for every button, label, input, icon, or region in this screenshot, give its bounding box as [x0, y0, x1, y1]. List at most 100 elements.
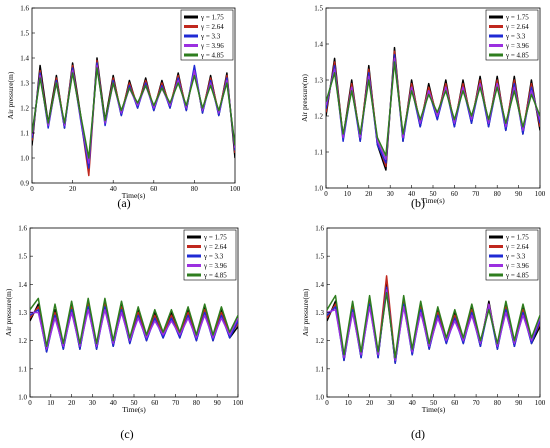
- x-tick-label: 0: [28, 399, 32, 407]
- x-tick-label: 50: [131, 399, 139, 407]
- legend-entry: γ = 3.96: [505, 42, 529, 50]
- x-tick-label: 60: [451, 190, 459, 198]
- x-tick-label: 80: [494, 190, 502, 198]
- y-tick-label: 1.4: [314, 41, 323, 49]
- legend-entry: γ = 4.85: [505, 272, 529, 280]
- x-axis-label: Time(s): [421, 196, 445, 205]
- x-tick-label: 70: [473, 399, 481, 407]
- y-axis-label: Air pressure(m): [4, 288, 13, 336]
- legend-entry: γ = 2.64: [505, 243, 529, 251]
- panel-label: (b): [411, 196, 425, 210]
- y-axis-label: Air pressure(m): [300, 74, 309, 122]
- y-tick-label: 1.5: [20, 30, 29, 38]
- legend-entry: γ = 3.96: [505, 262, 529, 270]
- y-tick-label: 1.1: [18, 365, 27, 373]
- x-tick-label: 30: [89, 399, 97, 407]
- x-tick-label: 100: [230, 185, 241, 193]
- legend-entry: γ = 2.64: [505, 23, 529, 31]
- x-tick-label: 40: [409, 399, 417, 407]
- chart-panel: 0 10 20 30 40 50 60 70 80 90 100 1.0 1.1 1.2 1.3 1.4 1.5…: [300, 5, 546, 211]
- x-tick-label: 90: [515, 190, 523, 198]
- legend-entry: γ = 4.85: [200, 52, 224, 60]
- y-tick-label: 1.6: [315, 225, 324, 233]
- y-tick-label: 1.4: [20, 55, 29, 63]
- y-tick-label: 1.3: [315, 309, 324, 317]
- legend-entry: γ = 3.3: [200, 33, 221, 41]
- x-axis-label: Time(s): [122, 405, 146, 414]
- x-tick-label: 80: [193, 399, 201, 407]
- y-tick-label: 0.9: [20, 180, 29, 188]
- y-tick-label: 1.1: [20, 130, 29, 138]
- x-tick-label: 80: [494, 399, 502, 407]
- legend-entry: γ = 3.3: [505, 33, 526, 41]
- y-tick-label: 1.1: [314, 149, 323, 157]
- y-tick-label: 1.4: [18, 281, 27, 289]
- y-tick-label: 1.5: [314, 5, 323, 13]
- chart-panel: 0 20 40 60 80 100 0.9 1.0 1.1 1.2 1.3 1.4 1.5 1.6 Time…: [6, 5, 241, 211]
- x-tick-label: 50: [430, 190, 438, 198]
- x-tick-label: 100: [233, 399, 244, 407]
- x-tick-label: 10: [345, 399, 353, 407]
- x-tick-label: 50: [430, 399, 438, 407]
- x-axis-label: Time(s): [422, 405, 446, 414]
- series-group: [30, 297, 238, 353]
- legend-entry: γ = 3.3: [505, 253, 526, 261]
- panel-label: (a): [117, 196, 130, 210]
- y-axis-label: Air pressure(m): [301, 288, 310, 336]
- y-tick-label: 1.6: [20, 5, 29, 13]
- x-tick-label: 20: [68, 399, 76, 407]
- y-tick-label: 1.2: [315, 337, 324, 345]
- panel-label: (c): [120, 427, 133, 441]
- x-tick-label: 70: [472, 190, 480, 198]
- legend-entry: γ = 1.75: [505, 14, 529, 22]
- x-tick-label: 60: [151, 399, 159, 407]
- x-tick-label: 80: [191, 185, 199, 193]
- y-axis-label: Air pressure(m): [6, 71, 15, 119]
- series-line: [326, 61, 540, 157]
- y-tick-label: 1.1: [315, 365, 324, 373]
- x-tick-label: 0: [30, 185, 34, 193]
- panel-label: (d): [411, 427, 425, 441]
- y-tick-label: 1.4: [315, 281, 324, 289]
- series-group: [326, 46, 540, 171]
- x-tick-label: 10: [344, 190, 352, 198]
- y-tick-label: 1.3: [314, 77, 323, 85]
- series-line: [32, 67, 235, 159]
- x-tick-label: 100: [535, 399, 546, 407]
- legend-entry: γ = 3.96: [203, 262, 227, 270]
- series-group: [327, 275, 540, 364]
- x-tick-label: 40: [408, 190, 416, 198]
- x-tick-label: 60: [451, 399, 459, 407]
- chart-panel: 0 10 20 30 40 50 60 70 80 90 100 1.0 1.1 1.2 1.3 1.4 1.5…: [301, 225, 546, 442]
- x-tick-label: 100: [535, 190, 546, 198]
- legend-entry: γ = 1.75: [200, 14, 224, 22]
- legend-entry: γ = 1.75: [203, 234, 227, 242]
- y-tick-label: 1.0: [18, 394, 27, 402]
- x-tick-label: 70: [172, 399, 180, 407]
- legend-entry: γ = 4.85: [203, 272, 227, 280]
- x-tick-label: 40: [110, 399, 118, 407]
- legend-entry: γ = 3.3: [203, 253, 224, 261]
- y-tick-label: 1.2: [314, 113, 323, 121]
- legend-entry: γ = 1.75: [505, 234, 529, 242]
- x-tick-label: 10: [47, 399, 55, 407]
- y-tick-label: 1.2: [18, 337, 27, 345]
- x-tick-label: 90: [214, 399, 222, 407]
- y-tick-label: 1.3: [20, 80, 29, 88]
- y-tick-label: 1.6: [18, 225, 27, 233]
- legend-entry: γ = 2.64: [203, 243, 227, 251]
- legend-entry: γ = 3.96: [200, 42, 224, 50]
- legend-entry: γ = 2.64: [200, 23, 224, 31]
- x-axis-label: Time(s): [122, 191, 146, 200]
- y-tick-label: 1.3: [18, 309, 27, 317]
- chart-panel: 0 10 20 30 40 50 60 70 80 90 100 1.0 1.1 1.2 1.3 1.4 1.5…: [4, 225, 244, 442]
- series-line: [30, 308, 238, 350]
- x-tick-label: 20: [366, 399, 374, 407]
- series-line: [30, 297, 238, 348]
- legend-entry: γ = 4.85: [505, 52, 529, 60]
- x-tick-label: 0: [324, 190, 328, 198]
- x-tick-label: 20: [69, 185, 77, 193]
- series-line: [327, 292, 540, 359]
- x-tick-label: 30: [387, 399, 395, 407]
